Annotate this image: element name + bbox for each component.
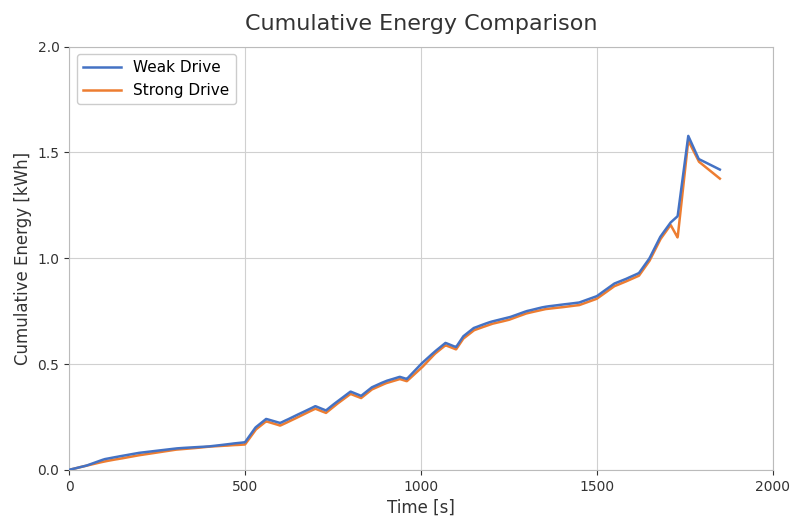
Strong Drive bbox=[683, 138, 692, 144]
Strong Drive bbox=[714, 175, 724, 182]
Weak Drive bbox=[64, 467, 74, 473]
Title: Cumulative Energy Comparison: Cumulative Energy Comparison bbox=[244, 14, 597, 34]
Y-axis label: Cumulative Energy [kWh]: Cumulative Energy [kWh] bbox=[14, 152, 32, 365]
Weak Drive bbox=[576, 298, 585, 305]
Weak Drive bbox=[97, 457, 107, 463]
Strong Drive bbox=[363, 389, 373, 396]
Weak Drive bbox=[381, 378, 390, 384]
Strong Drive bbox=[97, 459, 107, 465]
Line: Strong Drive: Strong Drive bbox=[69, 141, 719, 470]
Weak Drive bbox=[695, 157, 705, 164]
X-axis label: Time [s]: Time [s] bbox=[386, 499, 454, 517]
Strong Drive bbox=[695, 160, 705, 167]
Line: Weak Drive: Weak Drive bbox=[69, 136, 719, 470]
Strong Drive bbox=[64, 467, 74, 473]
Weak Drive bbox=[683, 133, 692, 139]
Weak Drive bbox=[695, 157, 705, 164]
Strong Drive bbox=[695, 160, 705, 167]
Weak Drive bbox=[714, 166, 724, 173]
Legend: Weak Drive, Strong Drive: Weak Drive, Strong Drive bbox=[77, 54, 235, 104]
Weak Drive bbox=[363, 387, 373, 393]
Strong Drive bbox=[576, 301, 585, 307]
Strong Drive bbox=[381, 380, 390, 387]
